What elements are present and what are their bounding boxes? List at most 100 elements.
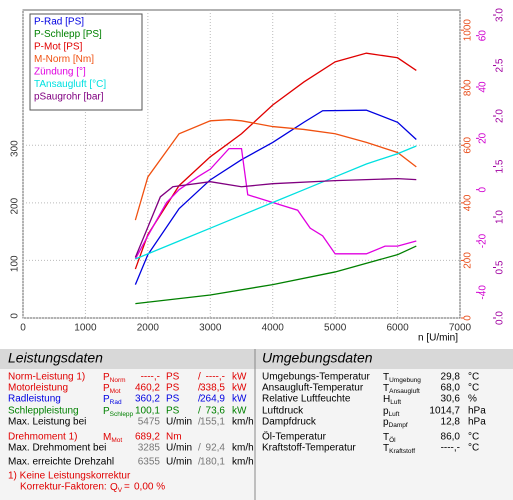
row-label: Umgebungs-Temperatur: [262, 372, 370, 383]
symbol-sub: Ansaugluft: [389, 388, 420, 395]
left-title: Leistungsdaten: [8, 350, 103, 366]
row-label: Norm-Leistung 1): [8, 372, 85, 383]
row-value: ----,-: [141, 372, 160, 383]
symbol-sub: Dampf: [389, 422, 408, 429]
row-value: ----,-: [206, 372, 225, 383]
row-value: 92,4: [206, 443, 226, 454]
row-label: Dampfdruck: [262, 417, 317, 428]
y4-tick-label: 0.5: [495, 260, 506, 274]
symbol-sub: Norm: [110, 377, 126, 384]
symbol-base: T: [383, 383, 389, 394]
row-unit: %: [468, 394, 477, 405]
symbol-sub: Mot: [111, 437, 122, 444]
row-separator: /: [198, 383, 201, 394]
series-line: [134, 52, 417, 270]
row-separator: /: [198, 417, 201, 428]
symbol: QV: [110, 482, 123, 494]
y4-tick-label: 1.0: [495, 210, 506, 224]
symbol: PRad: [103, 394, 122, 406]
row-label: Relative Luftfeuchte: [262, 394, 351, 405]
row-value: ----,-: [441, 443, 460, 454]
symbol-sub: Öl: [389, 436, 396, 444]
symbol-base: M: [103, 432, 111, 443]
row-label: Öl-Temperatur: [262, 431, 327, 443]
row-unit: °C: [468, 443, 479, 454]
y-tick-label: 0: [10, 313, 21, 319]
panel-header-bg: [0, 349, 513, 369]
row-label: Drehmoment 1): [8, 432, 77, 443]
y2-tick-label: 600: [463, 137, 474, 154]
symbol: pDampf: [383, 417, 408, 429]
symbol-sub: Mot: [110, 388, 121, 395]
symbol: PNorm: [103, 372, 126, 384]
row-unit: U/min: [166, 443, 192, 454]
symbol-base: p: [383, 406, 389, 417]
y4-tick-label: 0.0: [495, 311, 506, 325]
x-tick-label: 7000: [449, 323, 472, 334]
symbol: PSchlepp: [103, 406, 134, 418]
row-unit: hPa: [468, 417, 486, 428]
y4-tick-label: 1.5: [495, 159, 506, 173]
symbol-sub: Luft: [390, 399, 401, 406]
row-separator: /: [198, 457, 201, 468]
row-unit: kW: [232, 394, 247, 405]
row-value: 338,5: [200, 383, 225, 394]
y2-tick-label: 400: [463, 194, 474, 211]
symbol-sub: Kraftstoff: [389, 448, 415, 455]
row-value: 100,1: [135, 406, 160, 417]
y3-tick-label: -20: [478, 233, 489, 248]
row-value: 68,0: [441, 383, 461, 394]
row-value: 460,2: [135, 383, 160, 394]
row-unit: km/h: [232, 457, 254, 468]
row-value: 155,1: [200, 417, 225, 428]
series-line: [135, 145, 417, 260]
symbol: HLuft: [383, 394, 401, 406]
row-value: 12,8: [441, 417, 461, 428]
y3-tick-label: 20: [478, 132, 489, 144]
series-line: [135, 245, 417, 305]
x-tick-label: 5000: [324, 323, 347, 334]
legend-entry: Zündung [°]: [34, 67, 86, 78]
x-axis-label: n [U/min]: [418, 333, 458, 344]
row-value: 689,2: [135, 432, 160, 443]
right-title: Umgebungsdaten: [262, 350, 373, 366]
row-label: Max. Leistung bei: [8, 417, 86, 428]
y2-tick-label: 800: [463, 79, 474, 96]
panel-bg: [0, 349, 513, 500]
row-unit: °C: [468, 372, 479, 383]
legend-entry: P-Schlepp [PS]: [34, 29, 102, 40]
symbol: TÖl: [383, 432, 396, 444]
y-tick-label: 100: [10, 255, 21, 272]
y3-tick-label: -40: [478, 285, 489, 300]
x-tick-label: 3000: [199, 323, 222, 334]
row-value: 180,1: [200, 457, 225, 468]
symbol-base: P: [103, 406, 110, 417]
row-unit: Nm: [166, 432, 182, 443]
series-line: [134, 109, 417, 285]
y3-tick-label: 0: [478, 186, 489, 192]
x-tick-label: 6000: [386, 323, 409, 334]
row-unit: PS: [166, 406, 180, 417]
row-separator: /: [198, 394, 201, 405]
symbol-base: H: [383, 394, 390, 405]
x-tick-label: 1000: [74, 323, 97, 334]
symbol-sub: Schlepp: [110, 411, 134, 418]
row-unit: PS: [166, 394, 180, 405]
footnote: 1) Keine Leistungskorrektur: [8, 471, 131, 482]
symbol-base: T: [383, 372, 389, 383]
row-label: Kraftstoff-Temperatur: [262, 443, 356, 454]
row-value: 29,8: [441, 372, 461, 383]
series-line: [134, 147, 417, 260]
y4-tick-label: 3.0: [495, 8, 506, 22]
legend-entry: M-Norm [Nm]: [34, 54, 94, 65]
row-unit: km/h: [232, 443, 254, 454]
row-unit: km/h: [232, 417, 254, 428]
symbol-sub: Luft: [389, 411, 400, 418]
y-tick-label: 200: [10, 197, 21, 214]
y3-tick-label: 60: [478, 30, 489, 42]
x-tick-label: 4000: [262, 323, 285, 334]
y2-tick-label: 200: [463, 252, 474, 269]
row-label: Max. erreichte Drehzahl: [8, 457, 114, 468]
y4-tick-label: 2.0: [495, 109, 506, 123]
